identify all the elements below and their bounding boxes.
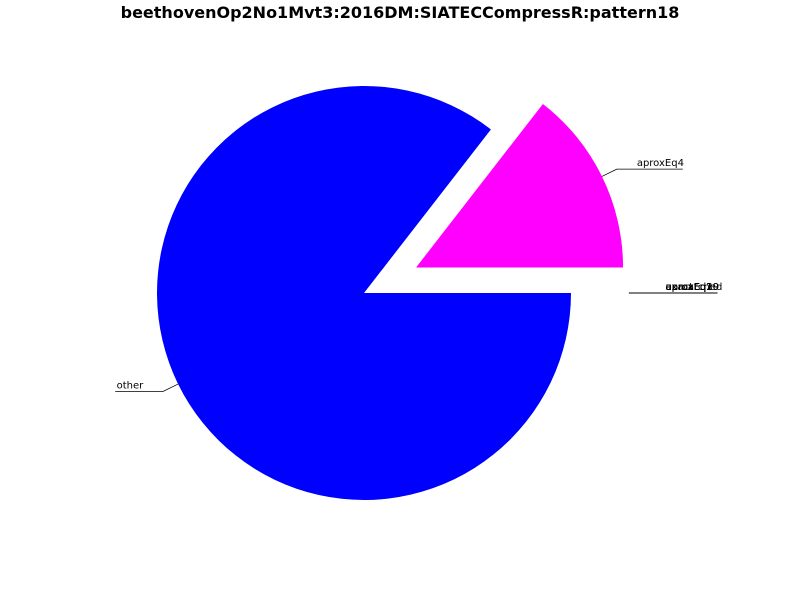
pie-slice-other xyxy=(156,85,571,500)
slice-label-other: other xyxy=(117,380,145,391)
slice-label-exact: exact xyxy=(666,282,694,293)
pie-slice-aproxEq4 xyxy=(416,103,624,268)
slice-label-aproxEq19: aproxEq19 xyxy=(666,282,720,293)
slice-label-aproxEq10: aproxEq10 xyxy=(666,282,720,293)
leader-line-aproxEq4 xyxy=(601,168,683,177)
leader-line-other xyxy=(115,383,179,392)
slice-label-unmatched: unmatched xyxy=(666,282,723,293)
slice-label-aproxEq2: aproxEq2 xyxy=(666,282,713,293)
slice-label-aproxEq3: aproxEq3 xyxy=(666,282,713,293)
slice-label-aproxEq4: aproxEq4 xyxy=(637,158,684,169)
chart-title: beethovenOp2No1Mvt3:2016DM:SIATECCompres… xyxy=(120,3,680,22)
